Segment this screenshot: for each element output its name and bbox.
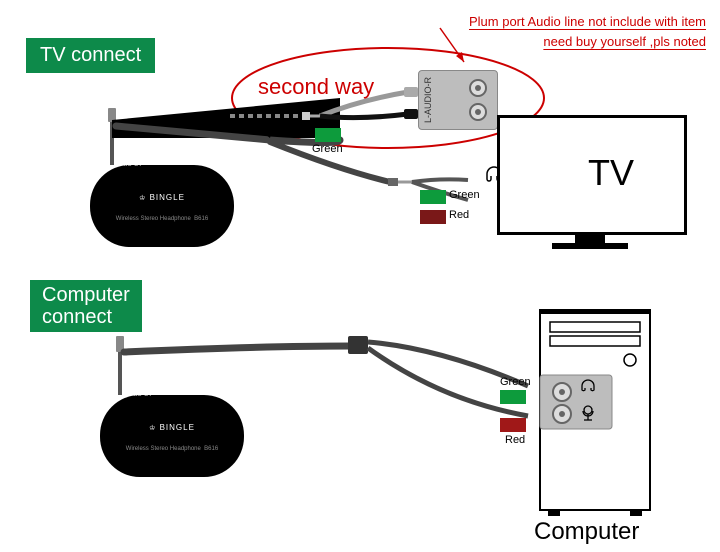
red-label-1: Red <box>449 209 469 221</box>
second-way-label: second way <box>258 74 374 100</box>
green-label-3: Green <box>500 376 531 388</box>
transmitter-device-tv: ♔ BINGLE Wireless Stereo Headphone B616 <box>90 165 234 247</box>
transmitter-device-pc: ♔ BINGLE Wireless Stereo Headphone B616 <box>100 395 244 477</box>
warning-text-1: Plum port Audio line not include with it… <box>469 14 706 29</box>
red-swatch-1 <box>420 210 446 224</box>
audio-input-2: AUDIO INPUT <box>134 386 153 398</box>
computer-connect-label: Computer connect <box>30 280 142 332</box>
tv-text: TV <box>588 152 634 194</box>
brand-2: BINGLE <box>160 423 195 432</box>
computer-text: Computer <box>534 518 639 546</box>
tv-connect-label: TV connect <box>26 38 155 73</box>
rca-panel: L-AUDIO-R <box>418 70 498 130</box>
green-swatch-2 <box>420 190 446 204</box>
red-label-2: Red <box>505 434 525 446</box>
green-label-1: Green <box>312 143 343 155</box>
brand-1: BINGLE <box>150 193 185 202</box>
model-1: B616 <box>194 216 208 222</box>
audio-input-1: AUDIO INPUT <box>124 156 143 168</box>
green-swatch-3 <box>500 390 526 404</box>
green-label-2: Green <box>449 189 480 201</box>
l-audio-r-label: L-AUDIO-R <box>423 77 433 123</box>
warning-text-2: need buy yourself ,pls noted <box>543 34 706 49</box>
red-swatch-2 <box>500 418 526 432</box>
green-swatch-1 <box>315 128 341 142</box>
model-2: B616 <box>204 446 218 452</box>
